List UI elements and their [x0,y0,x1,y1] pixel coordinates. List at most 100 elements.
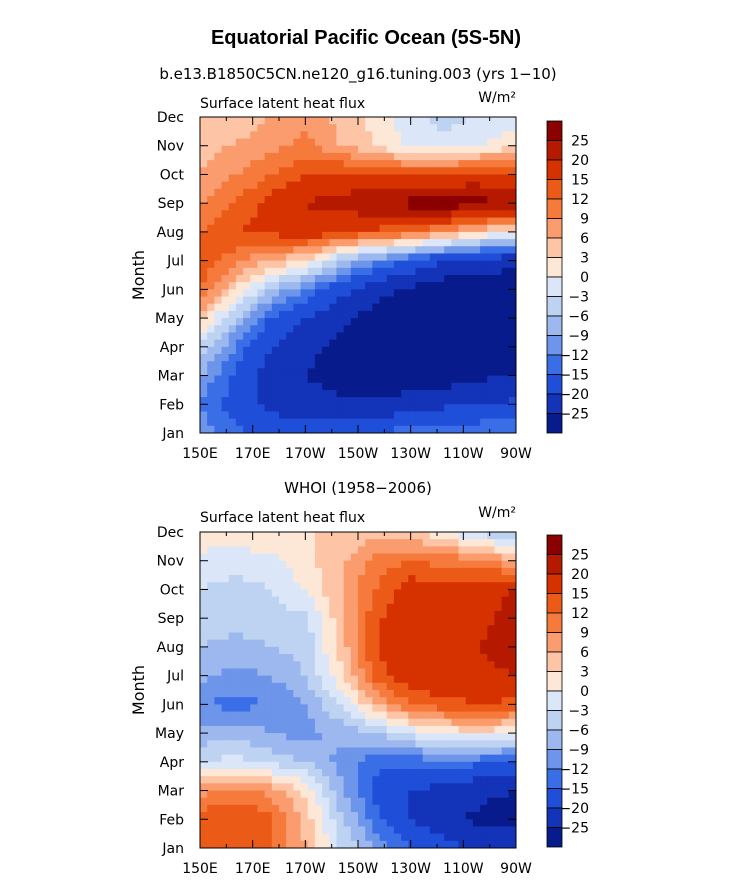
heatmap-cell [343,203,352,211]
heatmap-cell [365,812,373,820]
heatmap-cell [480,740,488,749]
heatmap-cell [422,797,431,806]
heatmap-cell [393,740,402,749]
heatmap-cell [322,754,330,763]
heatmap-cell [401,203,409,211]
heatmap-cell [307,303,316,312]
heatmap-cell [408,553,417,562]
heatmap-cell [350,611,359,619]
heatmap-cell [257,618,266,626]
heatmap-cell [214,375,223,384]
heatmap-cell [307,553,316,562]
heatmap-cell [314,646,323,655]
heatmap-cell [343,790,352,799]
heatmap-cell [279,575,287,583]
heatmap-cell [322,697,330,705]
heatmap-cell [487,639,496,648]
heatmap-cell [235,196,244,204]
heatmap-cell [279,711,287,720]
heatmap-cell [465,361,474,369]
heatmap-cell [451,210,460,219]
heatmap-cell [415,776,424,784]
heatmap-cell [200,131,208,140]
heatmap-cell [458,625,467,634]
heatmap-cell [472,296,481,305]
heatmap-cell [372,546,381,555]
heatmap-cell [472,661,481,670]
heatmap-cell [264,639,273,648]
heatmap-cell [444,131,452,140]
heatmap-cell [487,804,496,813]
heatmap-cell [271,690,280,698]
heatmap-cell [401,224,409,233]
heatmap-cell [429,690,438,698]
heatmap-cell [458,124,467,132]
heatmap-cell [401,152,409,161]
heatmap-cell [250,174,259,183]
heatmap-cell [207,124,215,132]
heatmap-cell [393,289,402,298]
heatmap-cell [286,124,294,132]
heatmap-cell [487,138,496,147]
heatmap-cell [336,711,345,720]
heatmap-cell [379,411,388,420]
heatmap-cell [437,361,445,369]
heatmap-cell [314,152,323,161]
heatmap-cell [451,754,460,763]
heatmap-cell [508,769,516,777]
heatmap-cell [264,275,273,283]
heatmap-cell [401,596,409,605]
heatmap-cell [207,167,215,176]
heatmap-cell [286,690,294,698]
heatmap-cell [386,675,395,684]
heatmap-cell [336,582,345,591]
heatmap-cell [393,138,402,147]
heatmap-cell [207,654,215,662]
heatmap-cell [243,532,251,540]
heatmap-cell [221,346,230,355]
heatmap-cell [437,761,445,770]
heatmap-cell [358,718,366,727]
heatmap-cell [343,704,352,713]
heatmap-cell [293,646,302,655]
heatmap-cell [437,346,445,355]
heatmap-cell [365,131,373,140]
heatmap-cell [343,260,352,269]
heatmap-cell [451,188,460,197]
heatmap-cell [250,418,259,427]
heatmap-cell [286,560,294,569]
heatmap-cell [329,203,338,211]
heatmap-cell [444,840,452,848]
heatmap-cell [451,539,460,547]
heatmap-cell [329,618,338,626]
heatmap-cell [451,711,460,720]
heatmap-cell [393,181,402,190]
heatmap-cell [501,303,510,312]
heatmap-cell [336,138,345,147]
heatmap-cell [286,275,294,283]
heatmap-cell [343,418,352,427]
heatmap-cell [350,346,359,355]
heatmap-cell [494,375,503,384]
heatmap-cell [214,425,223,433]
heatmap-cell [422,282,431,290]
heatmap-cell [293,196,302,204]
heatmap-cell [257,733,266,741]
heatmap-cell [372,188,381,197]
heatmap-cell [415,246,424,255]
heatmap-cell [429,725,438,734]
heatmap-cell [343,718,352,727]
heatmap-cell [271,567,280,576]
heatmap-cell [264,253,273,262]
heatmap-cell [221,740,230,749]
heatmap-cell [422,675,431,684]
heatmap-cell [429,354,438,362]
heatmap-cell [501,797,510,806]
heatmap-cell [300,769,309,777]
heatmap-cell [329,289,338,298]
heatmap-cell [293,181,302,190]
heatmap-cell [494,618,503,626]
heatmap-cell [365,224,373,233]
heatmap-cell [350,589,359,598]
heatmap-cell [207,224,215,233]
